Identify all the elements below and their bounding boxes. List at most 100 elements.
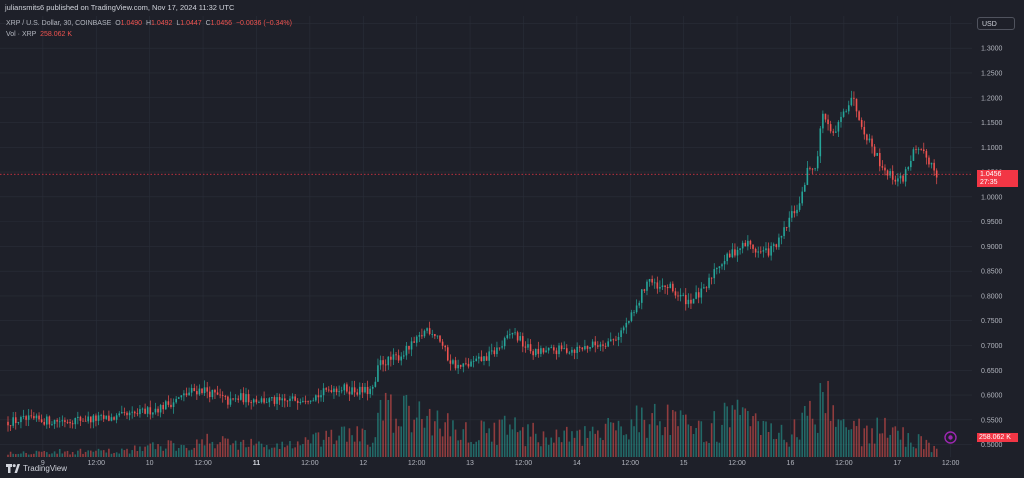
- volume-bar: [855, 426, 858, 457]
- candle-body: [46, 416, 48, 425]
- target-icon[interactable]: [944, 431, 957, 444]
- candle-body: [814, 168, 816, 170]
- volume-bar: [876, 417, 879, 457]
- volume-bar: [74, 454, 77, 457]
- candle-body: [390, 356, 392, 360]
- volume-bar: [767, 431, 770, 457]
- tradingview-logo[interactable]: TradingView: [6, 464, 67, 473]
- volume-bar: [560, 442, 563, 457]
- candle-body: [798, 203, 801, 210]
- candle-body: [633, 312, 635, 314]
- candle-body: [141, 408, 144, 410]
- time-tick-label: 12:00: [942, 460, 960, 467]
- candle-body: [679, 294, 682, 297]
- candle-body: [480, 356, 483, 362]
- volume-bar: [371, 442, 374, 457]
- candle-body: [400, 356, 403, 361]
- volume-bar: [679, 410, 682, 457]
- symbol-label[interactable]: XRP / U.S. Dollar, 30, COINBASE: [6, 20, 112, 27]
- volume-bar: [483, 421, 485, 457]
- candle-body: [87, 416, 89, 422]
- candle-body: [276, 397, 278, 404]
- volume-bar: [545, 437, 547, 457]
- high-value: 1.0492: [151, 20, 173, 27]
- volume-bar: [320, 446, 322, 457]
- candle-body: [545, 350, 547, 353]
- volume-bar: [798, 439, 801, 457]
- candle-body: [638, 302, 641, 306]
- candle-body: [845, 111, 847, 113]
- volume-bar: [465, 422, 467, 457]
- currency-button[interactable]: USD: [977, 17, 1015, 30]
- candle-body: [149, 407, 152, 415]
- time-tick-label: 9: [41, 460, 45, 467]
- candle-body: [514, 332, 516, 334]
- volume-bar: [835, 426, 837, 457]
- volume-bar: [89, 450, 92, 457]
- volume-bar: [271, 447, 273, 457]
- candle-body: [811, 168, 814, 170]
- volume-bar: [638, 432, 641, 457]
- candle-body: [741, 242, 744, 249]
- candle-body: [824, 113, 827, 120]
- volume-bar: [809, 400, 811, 457]
- candle-body: [488, 351, 490, 361]
- volume-bar: [9, 451, 12, 457]
- volume-legend: Vol · XRP 258.062 K: [6, 31, 72, 38]
- volume-bar: [462, 429, 465, 457]
- candle-body: [77, 416, 79, 419]
- candle-body: [219, 394, 221, 396]
- volume-bar: [43, 450, 46, 457]
- volume-label[interactable]: Vol · XRP: [6, 31, 37, 38]
- volume-bar: [845, 427, 847, 457]
- candle-body: [754, 248, 757, 253]
- volume-bar: [170, 440, 172, 457]
- volume-bar: [478, 440, 480, 457]
- last-price-value: 1.0456: [980, 171, 1002, 178]
- volume-bar: [426, 415, 428, 457]
- volume-bar: [312, 434, 315, 457]
- volume-bar: [602, 440, 604, 457]
- volume-bar: [881, 433, 884, 457]
- volume-bar: [669, 435, 672, 457]
- candle-body: [809, 167, 811, 169]
- volume-bar: [788, 446, 791, 457]
- price-tick-label: 0.9500: [981, 219, 1003, 226]
- candle-body: [770, 245, 772, 256]
- time-tick-label: 12:00: [301, 460, 319, 467]
- candle-body: [620, 330, 622, 338]
- volume-bar: [211, 441, 214, 457]
- price-tick-label: 0.9000: [981, 244, 1003, 251]
- candle-body: [778, 237, 780, 248]
- volume-bar: [498, 419, 501, 457]
- candle-body: [521, 336, 524, 347]
- candle-body: [674, 291, 677, 296]
- volume-bar: [736, 399, 739, 457]
- time-tick-label: 12:00: [87, 460, 105, 467]
- candle-body: [159, 404, 162, 413]
- candle-body: [250, 402, 252, 404]
- volume-bar: [46, 452, 48, 457]
- candle-body: [827, 119, 829, 125]
- volume-bar: [25, 452, 27, 457]
- volume-bar: [216, 444, 219, 457]
- candle-body: [183, 393, 185, 396]
- volume-bar: [873, 443, 876, 457]
- candle-body: [247, 394, 250, 403]
- volume-bar: [488, 428, 490, 457]
- candle-body: [749, 240, 752, 245]
- volume-bar: [188, 450, 190, 457]
- candle-body: [444, 345, 446, 348]
- time-tick-label: 14: [573, 460, 581, 467]
- price-tick-label: 0.5000: [981, 442, 1003, 449]
- volume-bar: [925, 439, 928, 457]
- volume-bar: [534, 433, 537, 457]
- volume-bar: [136, 451, 139, 457]
- volume-bar: [108, 448, 110, 457]
- candle-body: [739, 248, 741, 250]
- volume-bar: [198, 443, 201, 457]
- candle-body: [206, 387, 208, 392]
- volume-bar: [436, 410, 439, 457]
- candle-body: [912, 149, 915, 161]
